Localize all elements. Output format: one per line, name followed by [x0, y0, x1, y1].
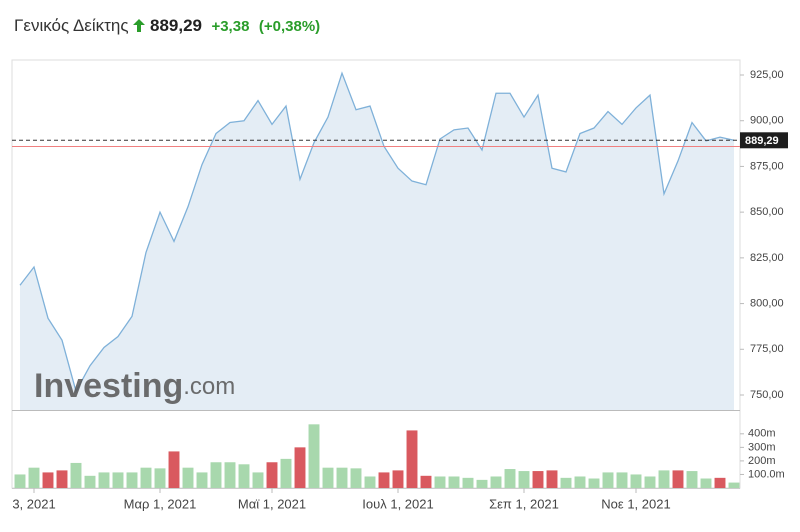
volume-bar [420, 475, 432, 488]
volume-bar [700, 478, 712, 488]
y-tick-label: 875,00 [750, 160, 784, 172]
volume-bar [504, 469, 516, 488]
y-tick-label: 750,00 [750, 389, 784, 401]
volume-bar [280, 458, 292, 488]
change: +3,38 [211, 18, 250, 35]
volume-bar [112, 472, 124, 488]
volume-bar [210, 462, 222, 488]
volume-bar [322, 467, 334, 488]
volume-bar [126, 472, 138, 488]
watermark-brand: Investing [34, 367, 183, 405]
volume-bar [196, 472, 208, 488]
y-tick-label: 800,00 [750, 297, 784, 309]
volume-bar [546, 470, 558, 488]
volume-bar [84, 475, 96, 488]
watermark: Investing.com [34, 367, 235, 405]
volume-bar [434, 476, 446, 488]
volume-bar [476, 479, 488, 488]
volume-bar [140, 467, 152, 488]
volume-bar [266, 462, 278, 488]
volume-bar [462, 477, 474, 488]
volume-bar [532, 471, 544, 488]
area-fill [20, 73, 734, 411]
volume-bar [154, 468, 166, 488]
volume-bar [70, 462, 82, 488]
volume-bar [392, 470, 404, 488]
y-tick-label: 825,00 [750, 252, 784, 264]
volume-bar [686, 471, 698, 488]
volume-bar [518, 471, 530, 488]
last-price-box [740, 132, 788, 149]
volume-bar [308, 424, 320, 488]
volume-bar [630, 474, 642, 488]
volume-bar [42, 472, 54, 488]
volume-bar [448, 476, 460, 488]
volume-bar [644, 476, 656, 488]
volume-bar [238, 464, 250, 488]
header: Γενικός Δείκτης 889,29 +3,38 (+0,38%) [14, 16, 320, 36]
change-percent: (+0,38%) [258, 18, 321, 35]
volume-bar [364, 476, 376, 488]
volume-bar [56, 470, 68, 488]
x-tick-label: Μαρ 1, 2021 [124, 496, 197, 511]
volume-bar [406, 430, 418, 488]
last-price-label: 889,29 [745, 135, 779, 147]
volume-bar [28, 467, 40, 488]
x-tick-label: 3, 2021 [12, 496, 55, 511]
y-tick-label: 400m [748, 428, 776, 440]
volume-bar [616, 472, 628, 488]
volume-bar [168, 451, 180, 488]
price: 889,29 [150, 16, 202, 35]
y-tick-label: 100.0m [748, 468, 785, 480]
watermark-suffix: .com [183, 373, 235, 400]
volume-bar [98, 472, 110, 488]
volume-bar [602, 472, 614, 488]
volume-bar [714, 477, 726, 488]
x-tick-label: Μαϊ 1, 2021 [238, 496, 306, 511]
y-tick-label: 775,00 [750, 343, 784, 355]
volume-bar [728, 482, 740, 488]
volume-bar [294, 447, 306, 488]
y-tick-label: 200m [748, 455, 776, 467]
x-tick-label: Σεπ 1, 2021 [489, 496, 559, 511]
y-tick-label: 850,00 [750, 206, 784, 218]
volume-bar [658, 470, 670, 488]
price-line [19, 71, 735, 394]
volume-bar [182, 467, 194, 488]
title: Γενικός Δείκτης [14, 16, 129, 35]
y-tick-label: 900,00 [750, 115, 784, 127]
volume-bar [336, 467, 348, 488]
volume-bar [560, 477, 572, 488]
volume-bar [672, 470, 684, 488]
x-tick-label: Νοε 1, 2021 [601, 496, 670, 511]
volume-bar [588, 478, 600, 488]
volume-bar [252, 472, 264, 488]
up-arrow [133, 19, 146, 32]
volume-bar [378, 472, 390, 488]
volume-bar [350, 468, 362, 488]
volume-bar [14, 474, 26, 488]
volume-bar [574, 476, 586, 488]
x-tick-label: Ιουλ 1, 2021 [362, 496, 433, 511]
volume-bar [490, 476, 502, 488]
y-tick-label: 300m [748, 441, 776, 453]
y-tick-label: 925,00 [750, 69, 784, 81]
volume-bar [224, 462, 236, 488]
